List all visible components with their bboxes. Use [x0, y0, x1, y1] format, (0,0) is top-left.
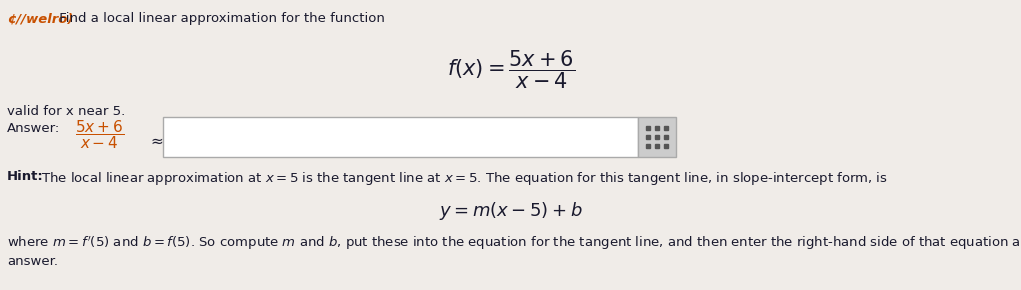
Text: $y = m(x - 5) + b$: $y = m(x - 5) + b$	[439, 200, 583, 222]
Text: ¢//welro): ¢//welro)	[7, 12, 74, 25]
FancyBboxPatch shape	[163, 117, 638, 157]
Text: $\approx$: $\approx$	[148, 133, 164, 148]
Text: Hint:: Hint:	[7, 170, 44, 183]
Text: valid for x near 5.: valid for x near 5.	[7, 105, 126, 118]
Text: where $m = f'(5)$ and $b = f(5)$. So compute $m$ and $b$, put these into the equ: where $m = f'(5)$ and $b = f(5)$. So com…	[7, 235, 1021, 253]
Text: Answer:: Answer:	[7, 122, 60, 135]
Text: answer.: answer.	[7, 255, 58, 268]
Text: $f(x) = \dfrac{5x + 6}{x - 4}$: $f(x) = \dfrac{5x + 6}{x - 4}$	[447, 48, 575, 90]
Text: The local linear approximation at $x = 5$ is the tangent line at $x = 5$. The eq: The local linear approximation at $x = 5…	[37, 170, 888, 187]
FancyBboxPatch shape	[638, 117, 676, 157]
Text: $\dfrac{5x + 6}{x - 4}$: $\dfrac{5x + 6}{x - 4}$	[75, 118, 125, 151]
Text: Find a local linear approximation for the function: Find a local linear approximation for th…	[55, 12, 385, 25]
